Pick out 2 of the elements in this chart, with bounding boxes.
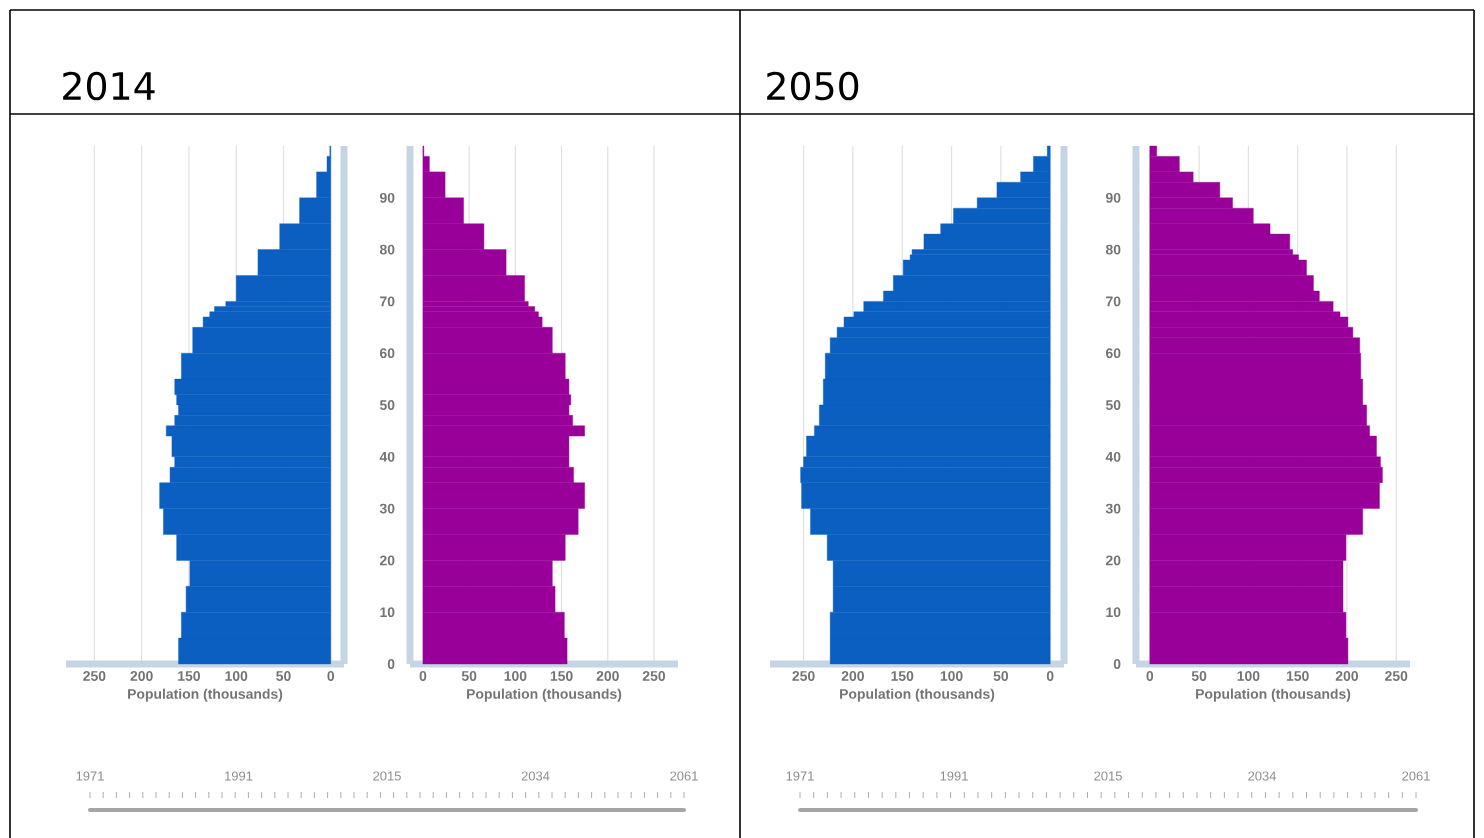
- chart-title: 2014: [63, 71, 155, 101]
- chart-title: 2050: [767, 71, 859, 101]
